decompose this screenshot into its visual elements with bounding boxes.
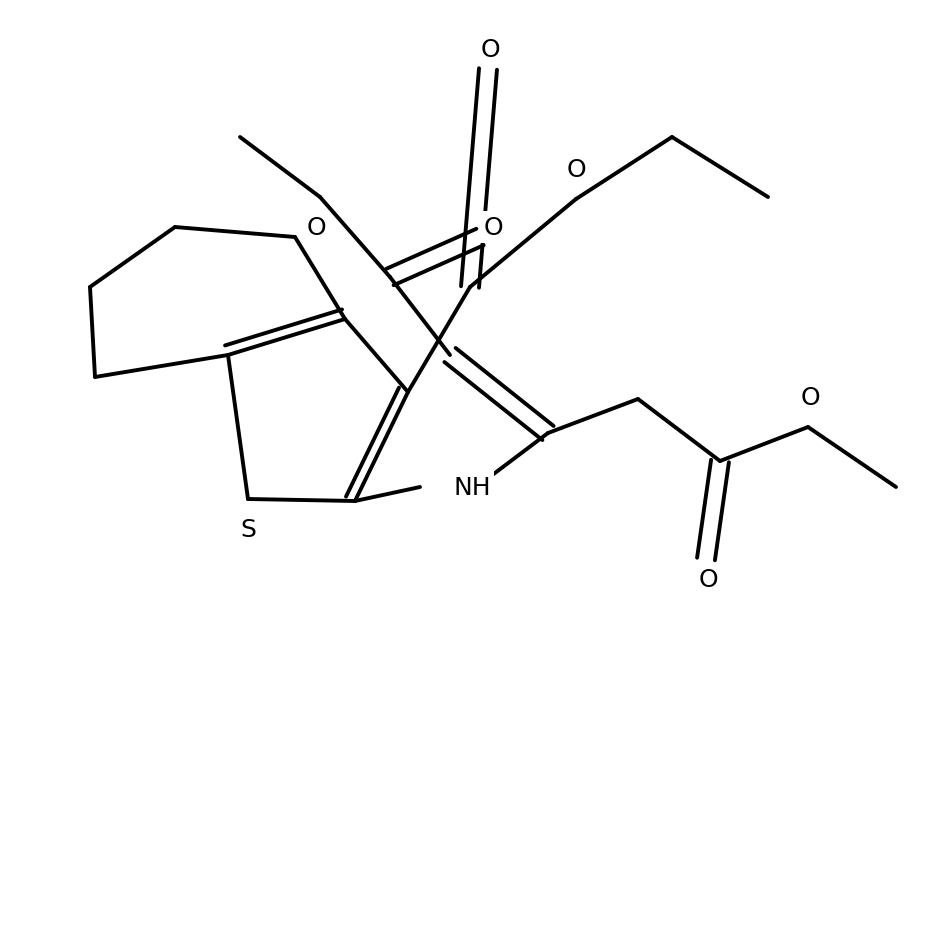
Text: O: O [800, 386, 820, 410]
Text: O: O [698, 567, 718, 591]
Text: O: O [567, 158, 586, 182]
Text: O: O [307, 216, 325, 240]
Text: O: O [481, 38, 499, 62]
Text: S: S [240, 517, 256, 541]
Text: NH: NH [453, 476, 491, 500]
Text: O: O [484, 216, 503, 240]
